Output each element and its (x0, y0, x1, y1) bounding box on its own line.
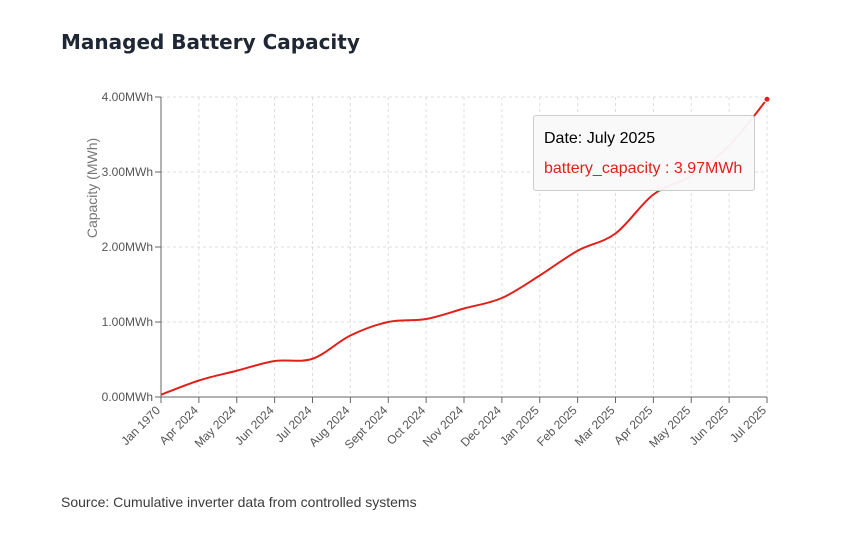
x-tick-label: Dec 2024 (458, 403, 504, 449)
source-note: Source: Cumulative inverter data from co… (61, 494, 417, 510)
x-tick-label: Jul 2025 (727, 403, 769, 445)
chart-title: Managed Battery Capacity (61, 30, 360, 54)
tooltip-date: Date: July 2025 (544, 130, 656, 147)
tooltip-value: 3.97MWh (673, 160, 743, 177)
x-tick-label: Jan 1970 (118, 403, 163, 448)
y-tick-label: 0.00MWh (102, 390, 153, 404)
x-tick-label: May 2025 (646, 403, 693, 450)
y-tick-label: 1.00MWh (102, 315, 153, 329)
x-tick-label: Jun 2025 (686, 403, 731, 448)
x-tick-label: May 2024 (192, 403, 239, 450)
x-tick-label: Mar 2025 (572, 403, 618, 449)
y-tick-label: 2.00MWh (102, 240, 153, 254)
active-data-point (763, 95, 771, 103)
x-tick-label: Feb 2025 (534, 403, 580, 449)
y-tick-label: 4.00MWh (102, 90, 153, 104)
tooltip-series-name: battery_capacity (544, 160, 661, 177)
chart-tooltip: Date: July 2025 battery_capacity : 3.97M… (533, 115, 755, 191)
x-tick-label: Jun 2024 (232, 403, 277, 448)
tooltip-value-row: battery_capacity : 3.97MWh (544, 160, 743, 177)
line-chart: 0.00MWh 1.00MWh 2.00MWh 3.00MWh 4.00MWh Jan 1… (84, 90, 771, 452)
y-axis-title: Capacity (MWh) (84, 138, 100, 238)
y-tick-label: 3.00MWh (102, 165, 153, 179)
